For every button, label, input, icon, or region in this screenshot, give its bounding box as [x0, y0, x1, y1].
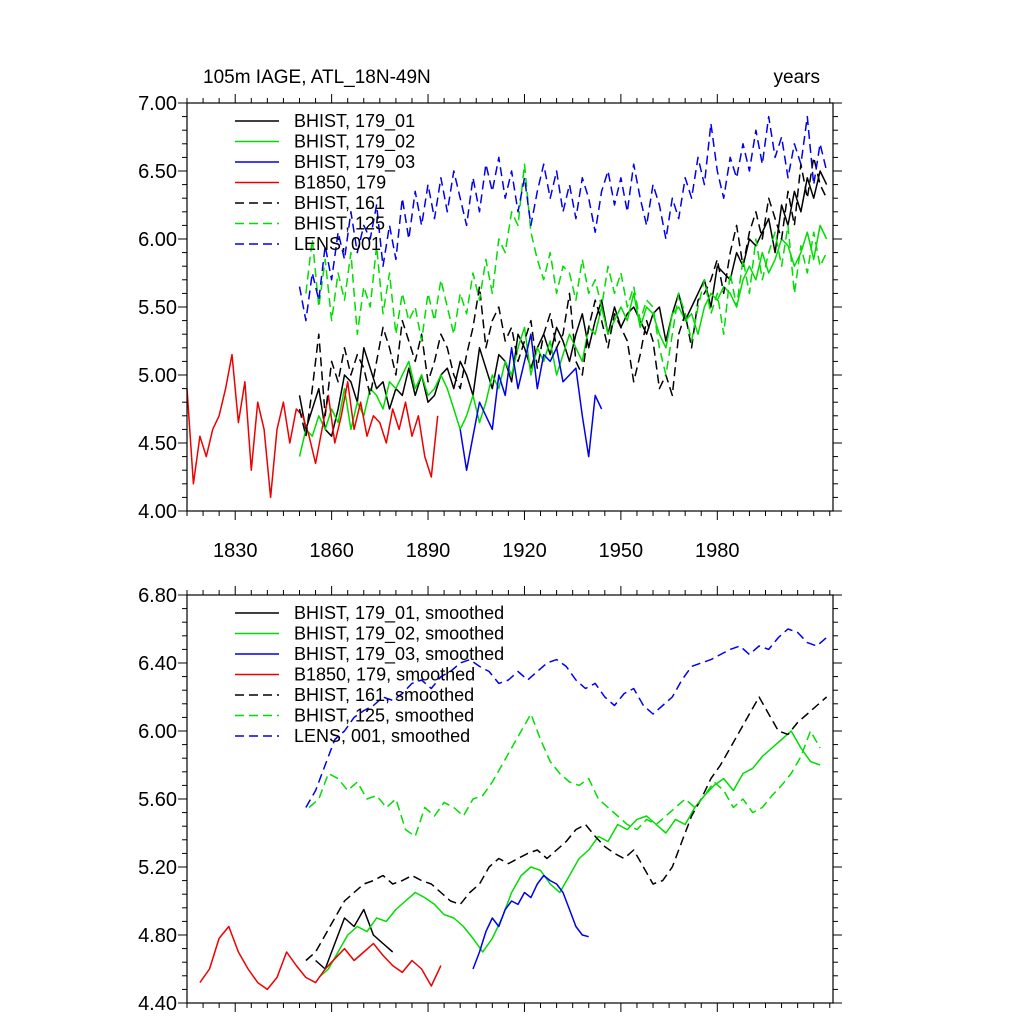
- legend-label-bhist-179-02-smoothed: BHIST, 179_02, smoothed: [294, 624, 504, 645]
- top-panel-title: 105m IAGE, ATL_18N-49N: [203, 67, 431, 88]
- legend-label-bhist-125: BHIST, 125: [294, 214, 385, 234]
- legend-label-bhist-125-smoothed: BHIST, 125, smoothed: [294, 706, 474, 726]
- y-tick-label: 4.00: [138, 501, 177, 523]
- y-tick-label: 4.50: [138, 433, 177, 455]
- bottom-panel: 4.40 4.80 5.20 5.60 6.00 6.40 6.80 BHIST, 179_…: [138, 585, 842, 1015]
- x-tick-label: 1980: [695, 540, 740, 562]
- y-tick-label: 5.60: [138, 789, 177, 811]
- y-tick-label: 6.00: [138, 721, 177, 743]
- y-tick-label: 4.80: [138, 925, 177, 947]
- bottom-plot-frame: [186, 594, 834, 1004]
- legend-label-bhist-179-01: BHIST, 179_01: [294, 111, 415, 132]
- top-series-layer: [186, 115, 828, 499]
- legend-label-bhist-179-03: BHIST, 179_03: [294, 152, 415, 173]
- series-line-b1850-179-smoothed: [199, 925, 442, 991]
- legend-label-bhist-161-smoothed: BHIST, 161, smoothed: [294, 685, 474, 705]
- top-panel-units: years: [774, 67, 820, 88]
- top-panel: 105m IAGE, ATL_18N-49N years 1830 1860 189…: [138, 67, 842, 562]
- bottom-tick-layer: 4.40 4.80 5.20 5.60 6.00 6.40 6.80: [138, 585, 842, 1015]
- legend-label-bhist-179-02: BHIST, 179_02: [294, 132, 415, 153]
- y-tick-label: 7.00: [138, 93, 177, 115]
- series-line-bhist-179-02: [298, 224, 828, 457]
- x-tick-label: 1860: [309, 540, 354, 562]
- x-tick-label: 1920: [502, 540, 547, 562]
- y-tick-label: 5.50: [138, 297, 177, 319]
- x-tick-label: 1830: [213, 540, 258, 562]
- y-tick-label: 6.40: [138, 653, 177, 675]
- series-line-bhist-179-01: [298, 170, 828, 437]
- legend-label-lens-001-smoothed: LENS, 001, smoothed: [294, 726, 470, 746]
- series-line-lens-001-smoothed: [305, 628, 828, 808]
- legend-label-bhist-179-03-smoothed: BHIST, 179_03, smoothed: [294, 644, 504, 665]
- y-tick-label: 6.80: [138, 585, 177, 607]
- legend-label-bhist-161: BHIST, 161: [294, 193, 385, 213]
- series-line-bhist-161: [298, 156, 828, 437]
- series-line-bhist-179-03: [459, 333, 603, 471]
- series-line-b1850-179: [186, 353, 439, 499]
- y-tick-label: 4.40: [138, 993, 177, 1015]
- top-tick-layer: 1830 1860 1890 1920 1950 1980 4.00 4.50 5.00 5.50…: [138, 93, 842, 562]
- legend-label-b1850-179-smoothed: B1850, 179, smoothed: [294, 665, 475, 685]
- y-tick-label: 6.00: [138, 229, 177, 251]
- series-line-bhist-125: [305, 163, 828, 376]
- series-line-bhist-161-smoothed: [305, 696, 828, 962]
- x-tick-label: 1890: [406, 540, 451, 562]
- y-tick-label: 5.00: [138, 365, 177, 387]
- y-tick-label: 6.50: [138, 161, 177, 183]
- bottom-series-layer: [199, 628, 828, 991]
- series-line-bhist-179-03-smoothed: [472, 874, 589, 970]
- legend-label-b1850-179: B1850, 179: [294, 173, 386, 193]
- x-tick-label: 1950: [599, 540, 644, 562]
- series-line-bhist-179-02-smoothed: [318, 730, 821, 979]
- legend-label-lens-001: LENS, 001: [294, 234, 381, 254]
- legend-label-bhist-179-01-smoothed: BHIST, 179_01, smoothed: [294, 603, 504, 624]
- series-line-bhist-125-smoothed: [308, 713, 821, 838]
- series-line-bhist-179-01-smoothed: [315, 908, 394, 970]
- y-tick-label: 5.20: [138, 857, 177, 879]
